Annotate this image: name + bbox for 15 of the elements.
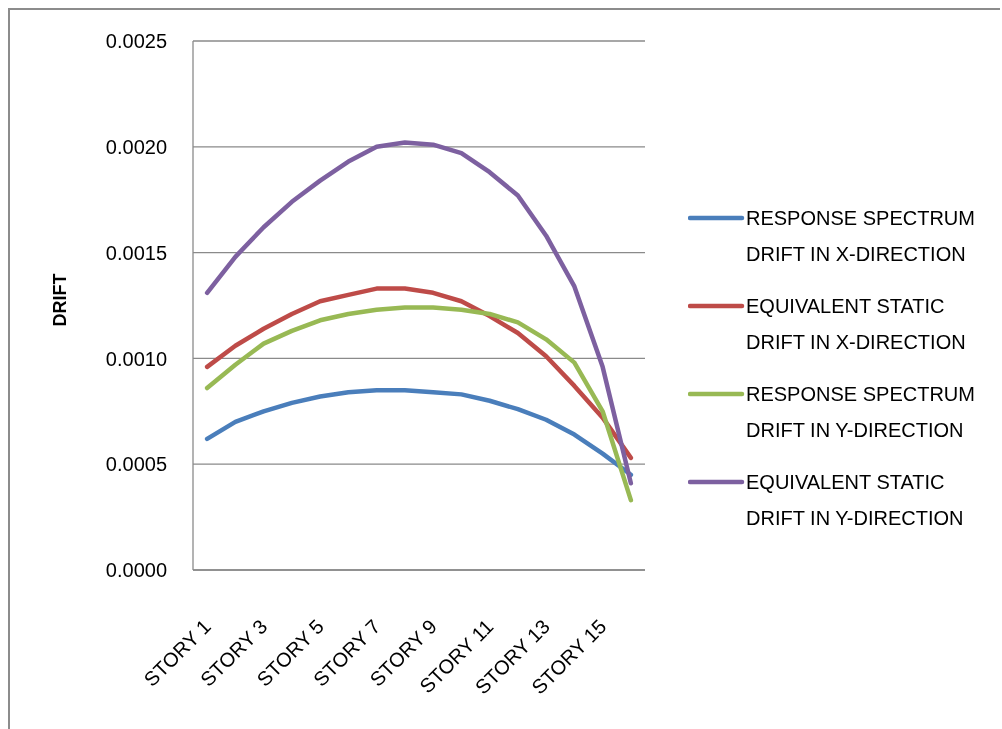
- y-tick-label: 0.0010: [105, 347, 167, 370]
- line-series: [204, 286, 634, 461]
- y-tick-label: 0.0020: [105, 135, 167, 158]
- line-series: [204, 140, 634, 486]
- legend-label: EQUIVALENT STATIC DRIFT IN X-DIRECTION: [746, 294, 967, 355]
- y-axis-title: DRIFT: [50, 273, 70, 327]
- legend-label: RESPONSE SPECTRUM DRIFT IN Y-DIRECTION: [746, 382, 976, 443]
- y-tick-label: 0.0015: [105, 241, 167, 264]
- legend-label: EQUIVALENT STATIC DRIFT IN Y-DIRECTION: [746, 470, 965, 531]
- y-tick-label: 0.0000: [105, 559, 167, 582]
- y-tick-label: 0.0025: [105, 30, 167, 53]
- line-series: [204, 305, 634, 503]
- line-series: [204, 387, 634, 478]
- y-tick-label: 0.0005: [105, 453, 167, 476]
- legend-label: RESPONSE SPECTRUM DRIFT IN X-DIRECTION: [746, 206, 976, 267]
